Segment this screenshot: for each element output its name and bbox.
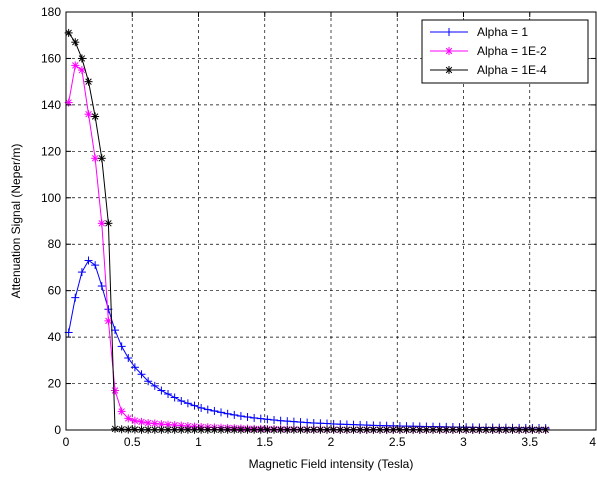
data-point [210, 406, 219, 415]
data-point [183, 399, 192, 408]
data-point [111, 386, 120, 395]
x-tick-label: 0 [63, 435, 70, 449]
legend-entry: Alpha = 1E-4 [430, 63, 547, 77]
data-point [203, 405, 212, 414]
y-tick-label: 40 [48, 330, 62, 344]
legend-marker [445, 28, 453, 36]
data-point [77, 268, 86, 277]
y-tick-label: 180 [41, 5, 61, 19]
data-point [77, 66, 86, 75]
data-point [256, 414, 265, 423]
legend-label: Alpha = 1E-4 [477, 63, 547, 77]
data-point [91, 112, 100, 121]
data-point [177, 396, 186, 405]
data-point [263, 415, 272, 424]
data-point [223, 409, 232, 418]
x-tick-label: 2 [328, 435, 335, 449]
data-point [97, 154, 106, 163]
data-point [111, 326, 120, 335]
data-point [130, 416, 139, 425]
data-point [71, 61, 80, 70]
data-point [157, 386, 166, 395]
legend-marker [445, 47, 453, 55]
data-point [71, 38, 80, 47]
y-tick-label: 0 [54, 423, 61, 437]
data-point [197, 403, 206, 412]
data-point [71, 293, 80, 302]
x-tick-label: 2.5 [389, 435, 406, 449]
data-point [243, 412, 252, 421]
x-tick-label: 4 [589, 435, 596, 449]
y-tick-label: 100 [41, 191, 61, 205]
legend-marker [445, 66, 453, 74]
y-tick-label: 140 [41, 98, 61, 112]
y-tick-label: 20 [48, 377, 62, 391]
data-point [97, 282, 106, 291]
x-tick-label: 3 [460, 435, 467, 449]
data-point [230, 410, 239, 419]
y-axis-label: Attenuation Signal (Neper/m) [9, 144, 23, 299]
y-tick-label: 160 [41, 51, 61, 65]
data-point [104, 219, 113, 228]
data-point [124, 414, 133, 423]
legend-entry: Alpha = 1 [430, 25, 528, 39]
data-point [170, 393, 179, 402]
x-axis-label: Magnetic Field intensity (Tesla) [249, 457, 414, 471]
data-point [137, 417, 146, 426]
y-tick-label: 120 [41, 144, 61, 158]
x-tick-label: 3.5 [521, 435, 538, 449]
data-point [217, 408, 226, 417]
y-tick-label: 60 [48, 284, 62, 298]
data-point [117, 407, 126, 416]
y-tick-label: 80 [48, 237, 62, 251]
data-point [137, 370, 146, 379]
x-tick-label: 1.5 [256, 435, 273, 449]
legend-entry: Alpha = 1E-2 [430, 44, 547, 58]
data-point [270, 416, 279, 425]
data-point [144, 377, 153, 386]
legend-label: Alpha = 1 [477, 25, 528, 39]
data-point [124, 354, 133, 363]
data-point [236, 412, 245, 421]
data-point [77, 54, 86, 63]
legend: Alpha = 1 Alpha = 1E-2 Alpha = 1E-4 [421, 19, 589, 84]
data-point [130, 363, 139, 372]
grid [66, 12, 596, 430]
data-point [150, 381, 159, 390]
x-tick-label: 0.5 [124, 435, 141, 449]
x-tick-label: 1 [195, 435, 202, 449]
data-point [84, 110, 93, 119]
data-point [117, 342, 126, 351]
axis-ticks [65, 11, 597, 431]
tick-labels: 0 0.5 1 1.5 2 2.5 3 3.5 402040608010012014016018… [41, 5, 596, 449]
data-point [164, 390, 173, 399]
legend-label: Alpha = 1E-2 [477, 44, 547, 58]
data-point [84, 77, 93, 86]
data-point [91, 154, 100, 163]
data-point [91, 261, 100, 270]
data-point [190, 401, 199, 410]
data-point [250, 413, 259, 422]
data-point [84, 256, 93, 265]
